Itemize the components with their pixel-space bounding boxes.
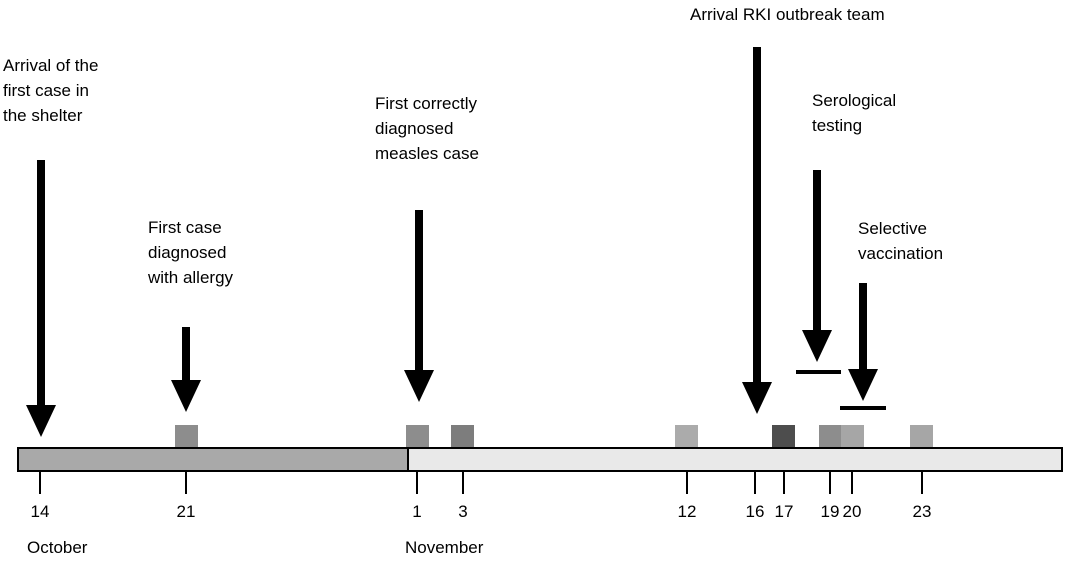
tick-label: 3 — [458, 502, 468, 521]
tick-label: 16 — [745, 502, 765, 521]
tick — [783, 472, 785, 494]
timeline-bar-october — [17, 447, 409, 472]
tick-label: 12 — [677, 502, 697, 521]
arrow-shaft — [859, 283, 867, 369]
annotation-selective-vaccination: Selective vaccination — [858, 219, 944, 263]
case-marker — [772, 425, 795, 447]
arrow-shaft — [813, 170, 821, 330]
arrow-head-icon — [171, 380, 201, 412]
case-marker — [451, 425, 474, 447]
annotation-first-case-allergy: First case diagnosed with allergy — [148, 218, 234, 287]
tick-label: 19 — [820, 502, 840, 521]
arrow-shaft — [182, 327, 190, 380]
arrow-head-icon — [404, 370, 434, 402]
tick-label: 21 — [176, 502, 196, 521]
tick — [185, 472, 187, 494]
arrow-shaft — [753, 47, 761, 382]
tick — [851, 472, 853, 494]
case-marker — [819, 425, 842, 447]
month-label-november: November — [405, 538, 484, 557]
timeline-bar-november — [407, 447, 1063, 472]
tick-label: 14 — [30, 502, 50, 521]
tick-label: 23 — [912, 502, 932, 521]
tick — [829, 472, 831, 494]
annotation-arrival-first-case: Arrival of the first case in the shelter — [3, 56, 99, 125]
vaccination-period-line — [840, 406, 886, 410]
tick — [39, 472, 41, 494]
annotation-serological-testing: Serological testing — [812, 91, 897, 135]
arrow-shaft — [37, 160, 45, 405]
arrow-head-icon — [26, 405, 56, 437]
case-marker — [841, 425, 864, 447]
case-marker — [675, 425, 698, 447]
month-label-october: October — [27, 538, 88, 557]
tick — [462, 472, 464, 494]
tick-label: 20 — [842, 502, 862, 521]
arrow-head-icon — [848, 369, 878, 401]
arrow-shaft — [415, 210, 423, 370]
case-marker — [406, 425, 429, 447]
tick — [416, 472, 418, 494]
tick — [754, 472, 756, 494]
arrow-head-icon — [802, 330, 832, 362]
arrow-head-icon — [742, 382, 772, 414]
tick — [686, 472, 688, 494]
tick-label: 17 — [774, 502, 794, 521]
annotation-rki-outbreak-team: Arrival RKI outbreak team — [690, 5, 885, 24]
serological-period-line — [796, 370, 841, 374]
case-marker — [175, 425, 198, 447]
annotation-first-correct-diagnosis: First correctly diagnosed measles case — [375, 94, 479, 163]
case-marker — [910, 425, 933, 447]
tick — [921, 472, 923, 494]
tick-label: 1 — [412, 502, 422, 521]
